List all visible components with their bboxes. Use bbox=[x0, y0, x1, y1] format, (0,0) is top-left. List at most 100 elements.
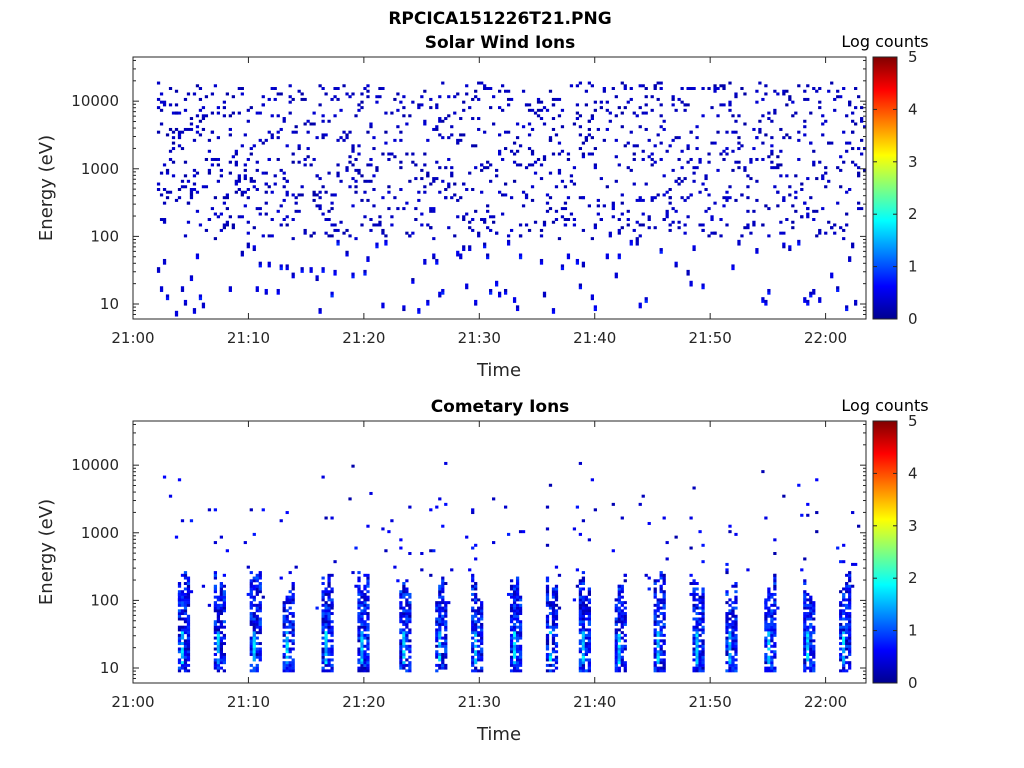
heatmap-cell bbox=[222, 595, 226, 599]
heatmap-cell bbox=[408, 552, 412, 555]
heatmap-cell bbox=[581, 658, 586, 662]
heatmap-cell bbox=[321, 622, 325, 626]
heatmap-cell bbox=[650, 157, 654, 161]
heatmap-cell bbox=[848, 644, 852, 648]
heatmap-cell bbox=[803, 89, 807, 93]
heatmap-cell bbox=[441, 644, 445, 648]
heatmap-cell bbox=[677, 226, 681, 230]
heatmap-cell bbox=[749, 231, 753, 235]
heatmap-cell bbox=[623, 639, 627, 643]
heatmap-cell bbox=[186, 633, 191, 637]
heatmap-cell bbox=[219, 622, 223, 626]
heatmap-cell bbox=[267, 97, 271, 101]
heatmap-cell bbox=[399, 595, 403, 599]
heatmap-cell bbox=[225, 549, 229, 553]
heatmap-cell bbox=[288, 650, 292, 654]
heatmap-cell bbox=[746, 185, 750, 189]
heatmap-cell bbox=[408, 669, 412, 673]
heatmap-cell bbox=[848, 622, 852, 626]
heatmap-cell bbox=[249, 603, 253, 607]
heatmap-cell bbox=[731, 620, 735, 624]
heatmap-cell bbox=[731, 622, 735, 626]
heatmap-cell bbox=[303, 97, 307, 101]
heatmap-cell bbox=[701, 182, 705, 186]
heatmap-cell bbox=[800, 568, 804, 572]
heatmap-cell bbox=[303, 228, 307, 232]
heatmap-cell bbox=[252, 633, 256, 637]
heatmap-cell bbox=[327, 620, 331, 624]
heatmap-cell bbox=[512, 661, 517, 665]
heatmap-cell bbox=[728, 642, 732, 646]
heatmap-cell bbox=[474, 592, 478, 596]
heatmap-cell bbox=[408, 617, 412, 621]
heatmap-cell bbox=[551, 609, 556, 613]
panel-title: Cometary Ions bbox=[431, 397, 570, 417]
heatmap-cell bbox=[216, 658, 221, 662]
heatmap-cell bbox=[213, 661, 218, 665]
heatmap-cell bbox=[614, 95, 618, 99]
heatmap-cell bbox=[614, 636, 618, 640]
heatmap-cell bbox=[728, 103, 732, 107]
heatmap-cell bbox=[848, 576, 852, 580]
heatmap-cell bbox=[402, 106, 406, 110]
heatmap-cell bbox=[668, 196, 672, 200]
heatmap-cell bbox=[767, 587, 771, 591]
heatmap-cell bbox=[327, 631, 331, 635]
heatmap-cell bbox=[674, 264, 678, 268]
heatmap-cell bbox=[285, 663, 289, 667]
heatmap-cell bbox=[414, 163, 418, 167]
heatmap-cell bbox=[402, 661, 406, 665]
heatmap-cell bbox=[659, 631, 663, 635]
heatmap-cell bbox=[806, 631, 810, 635]
heatmap-cell bbox=[857, 201, 861, 205]
heatmap-cell bbox=[291, 612, 295, 616]
heatmap-cell bbox=[803, 622, 807, 626]
heatmap-cell bbox=[671, 97, 675, 101]
heatmap-cell bbox=[402, 650, 406, 654]
heatmap-cell bbox=[420, 552, 424, 555]
heatmap-cell bbox=[363, 179, 367, 183]
heatmap-cell bbox=[477, 612, 481, 616]
heatmap-cell bbox=[441, 658, 445, 662]
heatmap-cell bbox=[638, 234, 642, 238]
heatmap-cell bbox=[258, 573, 262, 577]
heatmap-cell bbox=[318, 207, 322, 211]
heatmap-cell bbox=[713, 89, 717, 93]
heatmap-cell bbox=[177, 666, 182, 670]
heatmap-cell bbox=[614, 639, 618, 643]
heatmap-cell bbox=[617, 669, 621, 673]
heatmap-cell bbox=[581, 617, 586, 621]
heatmap-cell bbox=[465, 212, 469, 216]
heatmap-cell bbox=[420, 95, 424, 99]
heatmap-cell bbox=[447, 95, 451, 99]
heatmap-cell bbox=[441, 584, 445, 588]
heatmap-cell bbox=[842, 631, 846, 635]
heatmap-cell bbox=[554, 612, 559, 616]
heatmap-cell bbox=[249, 592, 253, 596]
heatmap-cell bbox=[506, 242, 511, 246]
heatmap-cell bbox=[734, 658, 738, 662]
heatmap-cell bbox=[213, 576, 218, 580]
heatmap-cell bbox=[515, 661, 520, 665]
heatmap-cell bbox=[701, 666, 705, 670]
heatmap-cell bbox=[692, 658, 696, 662]
heatmap-cell bbox=[249, 508, 253, 512]
heatmap-cell bbox=[593, 305, 597, 309]
heatmap-cell bbox=[444, 188, 448, 191]
heatmap-cell bbox=[222, 658, 226, 662]
heatmap-cell bbox=[653, 669, 657, 673]
heatmap-cell bbox=[177, 188, 182, 191]
heatmap-cell bbox=[851, 242, 855, 246]
heatmap-cell bbox=[725, 562, 729, 566]
heatmap-cell bbox=[186, 642, 191, 646]
heatmap-cell bbox=[252, 636, 256, 640]
heatmap-cell bbox=[617, 612, 621, 616]
heatmap-cell bbox=[617, 590, 621, 594]
heatmap-cell bbox=[671, 95, 675, 99]
heatmap-cell bbox=[662, 193, 666, 197]
heatmap-cell bbox=[444, 642, 448, 646]
heatmap-cell bbox=[593, 508, 597, 512]
x-tick-label: 21:50 bbox=[689, 329, 732, 347]
heatmap-cell bbox=[483, 242, 487, 246]
heatmap-cell bbox=[839, 226, 843, 230]
